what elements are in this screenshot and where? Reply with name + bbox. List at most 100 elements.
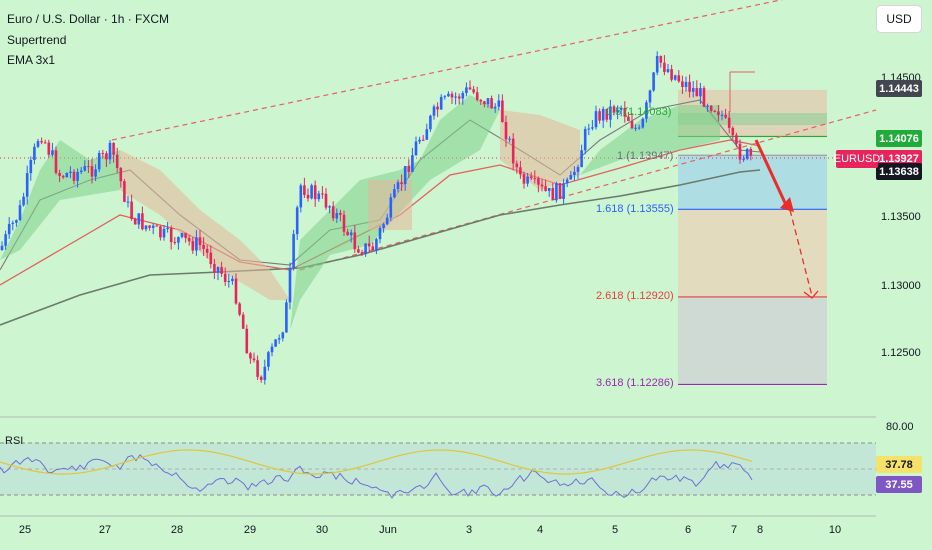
candle-body — [148, 225, 151, 228]
candle-body — [274, 339, 277, 347]
candle-body — [220, 267, 223, 274]
candle-body — [619, 107, 623, 110]
candle-body — [357, 249, 360, 253]
candle-body — [540, 184, 544, 187]
candle-body — [666, 69, 670, 72]
candle-body — [227, 281, 231, 283]
candle-body — [195, 237, 198, 251]
candle-body — [569, 175, 573, 180]
projection-arrowhead — [780, 197, 794, 212]
rsi-signal-line — [0, 449, 753, 475]
candle-body — [742, 158, 745, 160]
candle-body — [169, 228, 173, 243]
candle-body — [87, 166, 90, 168]
candle-body — [749, 148, 753, 156]
candle-body — [119, 167, 123, 182]
candle-body — [407, 166, 411, 172]
candle-body — [411, 155, 414, 172]
candle-body — [576, 167, 580, 172]
candle-body — [231, 278, 234, 282]
candle-body — [522, 174, 526, 184]
candle-body — [137, 213, 141, 225]
candle-body — [0, 245, 4, 250]
candle-body — [605, 108, 609, 120]
supertrend-legend[interactable]: Supertrend — [7, 33, 67, 47]
candle-body — [627, 116, 630, 121]
date-label: Jun — [379, 524, 397, 536]
candle-body — [72, 171, 76, 181]
rsi-label[interactable]: RSI — [5, 435, 24, 447]
candle-body — [299, 185, 303, 208]
candle-body — [731, 127, 735, 136]
candle-body — [36, 141, 40, 147]
candle-body — [321, 193, 324, 195]
candle-body — [634, 127, 637, 129]
currency-button[interactable]: USD — [877, 6, 921, 32]
candle-body — [745, 148, 749, 159]
candle-body — [29, 159, 33, 174]
supertrend-fill-up — [0, 140, 120, 260]
date-label: 3 — [465, 524, 473, 536]
candle-body — [490, 98, 493, 109]
candle-body — [472, 89, 475, 93]
rsi-axis-label: 80.00 — [886, 421, 914, 433]
candle-body — [144, 225, 148, 230]
candle-body — [94, 169, 97, 177]
candle-body — [727, 117, 731, 128]
candle-body — [706, 105, 709, 107]
candle-body — [223, 273, 227, 282]
candle-body — [468, 87, 472, 90]
candle-body — [659, 56, 663, 63]
candle-body — [465, 87, 468, 93]
candle-body — [306, 194, 310, 199]
candle-body — [51, 150, 54, 155]
candle-body — [378, 227, 382, 240]
candle-body — [130, 201, 133, 219]
candle-body — [591, 127, 594, 129]
candle-body — [501, 100, 504, 123]
candle-body — [421, 139, 425, 141]
candle-body — [177, 237, 180, 243]
candle-body — [565, 179, 569, 184]
candle-body — [717, 111, 720, 116]
candle-body — [65, 172, 69, 178]
candle-body — [414, 141, 418, 156]
candle-body — [544, 186, 547, 191]
candle-body — [598, 111, 601, 121]
candle-body — [709, 105, 713, 111]
ema-legend[interactable]: EMA 3x1 — [7, 53, 56, 67]
candle-body — [457, 96, 461, 99]
candle-body — [504, 122, 508, 140]
candle-body — [360, 252, 364, 255]
candle-body — [155, 225, 159, 227]
candle-body — [22, 196, 25, 206]
candle-body — [328, 206, 331, 208]
fib-label: 3.618 (1.12286) — [596, 377, 674, 389]
candle-body — [324, 193, 328, 208]
candle-body — [583, 128, 587, 151]
candle-body — [115, 154, 119, 168]
candle-body — [209, 252, 213, 265]
candle-body — [313, 185, 317, 200]
rsi-line — [0, 454, 753, 499]
candle-body — [159, 226, 162, 238]
candle-body — [342, 214, 346, 232]
candle-body — [346, 231, 349, 236]
candle-body — [375, 239, 378, 251]
candle-body — [310, 185, 313, 199]
candle-body — [699, 88, 702, 97]
rsi-tag-signal: 37.78 — [876, 456, 922, 473]
supertrend-fill-up — [580, 105, 720, 175]
date-label: 30 — [315, 524, 329, 536]
candle-body — [479, 99, 483, 102]
candle-body — [173, 242, 177, 244]
price-axis-label: 1.13500 — [881, 211, 921, 223]
fib-label: 0.5 (1.14083) — [606, 106, 672, 118]
candle-body — [587, 128, 591, 130]
candle-body — [126, 201, 130, 203]
symbol-title[interactable]: Euro / U.S. Dollar · 1h · FXCM — [7, 12, 170, 26]
candle-body — [637, 127, 641, 129]
date-label: 27 — [98, 524, 112, 536]
